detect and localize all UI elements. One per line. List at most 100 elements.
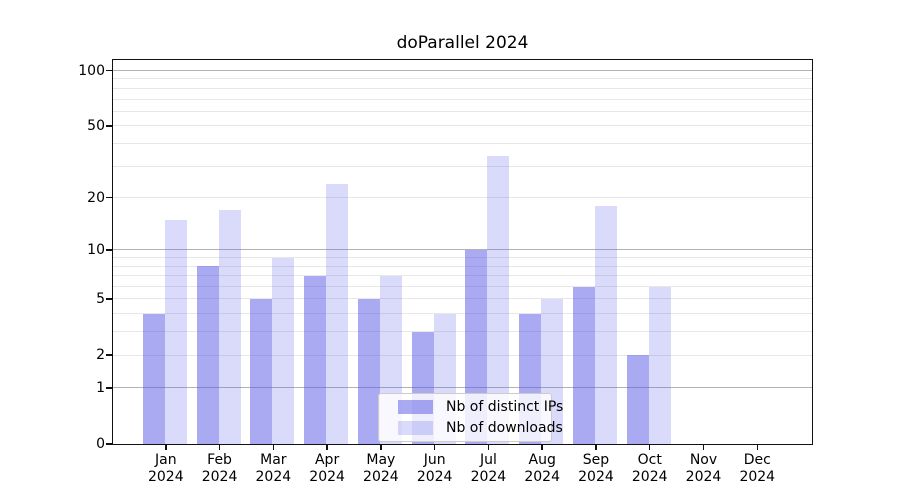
gridline-minor <box>113 142 812 144</box>
bar-ips-may <box>357 298 380 444</box>
bar-downloads-oct <box>648 286 671 444</box>
x-tick <box>218 444 221 450</box>
y-tick <box>106 196 112 199</box>
x-label-month: Feb <box>207 452 232 468</box>
gridline-major <box>113 249 812 251</box>
x-tick-label: Nov 2024 <box>672 452 736 486</box>
legend-swatch-downloads <box>398 420 433 435</box>
y-tick-label: 2 <box>96 347 105 364</box>
legend-label-distinct-ips: Nb of distinct IPs <box>446 399 564 416</box>
x-tick-label: May 2024 <box>349 452 413 486</box>
gridline-minor <box>113 110 812 112</box>
gridline-minor <box>113 257 812 259</box>
x-tick-label: Jun 2024 <box>403 452 467 486</box>
x-tick <box>648 444 651 450</box>
x-label-year: 2024 <box>363 469 399 485</box>
x-label-month: Jun <box>423 452 446 468</box>
y-tick <box>106 298 112 300</box>
gridline-minor <box>113 354 812 356</box>
gridline-minor <box>113 197 812 199</box>
x-tick <box>702 444 705 450</box>
x-label-month: Oct <box>637 452 662 468</box>
legend-swatch-distinct-ips <box>398 400 433 415</box>
x-tick <box>326 444 328 450</box>
bar-ips-mar <box>250 298 273 444</box>
x-tick <box>272 444 275 450</box>
x-tick-label: Dec 2024 <box>725 452 789 486</box>
x-tick-label: Mar 2024 <box>241 452 305 486</box>
legend-label-downloads: Nb of downloads <box>446 419 563 436</box>
x-tick-label: Feb 2024 <box>188 452 252 486</box>
gridline-minor <box>113 87 812 89</box>
gridline-major <box>113 70 812 71</box>
x-tick-label: Sep 2024 <box>564 452 628 486</box>
bar-downloads-apr <box>326 183 349 444</box>
y-tick-label: 0 <box>96 436 105 452</box>
gridline-minor <box>113 125 812 127</box>
x-label-year: 2024 <box>147 469 184 485</box>
x-tick-label: Jul 2024 <box>456 452 520 486</box>
bar-downloads-mar <box>272 257 295 444</box>
y-tick <box>106 387 112 389</box>
legend-item-downloads: Nb of downloads <box>398 419 563 438</box>
y-tick-label: 20 <box>87 189 105 206</box>
x-label-year: 2024 <box>578 469 614 485</box>
gridline-minor <box>113 275 812 277</box>
x-label-year: 2024 <box>685 469 722 485</box>
bar-ips-oct <box>626 355 649 444</box>
x-label-month: Jul <box>479 452 497 468</box>
bar-downloads-jan <box>164 219 187 444</box>
x-label-month: Dec <box>743 452 771 468</box>
chart-title: doParallel 2024 <box>396 33 529 53</box>
x-tick-label: Aug 2024 <box>510 452 574 486</box>
gridline-minor <box>113 313 812 315</box>
y-tick-label: 100 <box>78 62 105 79</box>
y-tick-label: 50 <box>87 117 105 134</box>
y-tick <box>106 443 112 445</box>
bar-downloads-jul <box>487 156 510 444</box>
x-label-year: 2024 <box>201 469 238 485</box>
bar-ips-feb <box>196 266 219 444</box>
x-label-month: May <box>366 452 396 468</box>
x-tick-label: Jan 2024 <box>134 452 198 486</box>
x-label-year: 2024 <box>309 469 345 485</box>
gridline-minor <box>113 165 812 167</box>
x-tick <box>380 444 382 450</box>
plot-area <box>113 60 812 444</box>
gridline-minor <box>113 265 812 267</box>
x-label-year: 2024 <box>470 469 507 485</box>
x-tick <box>756 444 759 450</box>
x-label-year: 2024 <box>255 469 292 485</box>
x-label-month: Mar <box>260 452 287 468</box>
x-label-month: Sep <box>582 452 610 468</box>
x-tick-label: Apr 2024 <box>295 452 359 486</box>
x-tick <box>433 444 436 450</box>
y-tick <box>106 249 112 251</box>
gridline-minor <box>113 331 812 333</box>
gridline-minor <box>113 298 812 300</box>
x-label-month: Jan <box>155 452 177 468</box>
y-tick <box>106 125 112 127</box>
plot-frame <box>112 59 813 445</box>
x-tick-label: Oct 2024 <box>618 452 682 486</box>
x-label-year: 2024 <box>739 469 776 485</box>
bar-ips-jan <box>142 313 165 444</box>
gridline-minor <box>113 78 812 80</box>
x-tick <box>487 444 490 450</box>
x-label-year: 2024 <box>524 469 560 485</box>
x-tick <box>595 444 597 450</box>
y-tick-label: 5 <box>96 290 105 307</box>
bar-downloads-sep <box>594 205 617 444</box>
x-label-year: 2024 <box>416 469 453 485</box>
x-label-month: Nov <box>689 452 718 468</box>
bar-downloads-feb <box>218 210 241 444</box>
bar-ips-sep <box>572 286 595 444</box>
gridline-minor <box>113 98 812 100</box>
y-tick <box>106 69 112 72</box>
y-tick-label: 10 <box>87 241 105 258</box>
x-label-month: Aug <box>528 452 556 468</box>
y-tick-label: 1 <box>96 379 105 396</box>
x-tick <box>165 444 167 450</box>
x-label-year: 2024 <box>631 469 668 485</box>
legend: Nb of distinct IPs Nb of downloads <box>378 393 563 442</box>
